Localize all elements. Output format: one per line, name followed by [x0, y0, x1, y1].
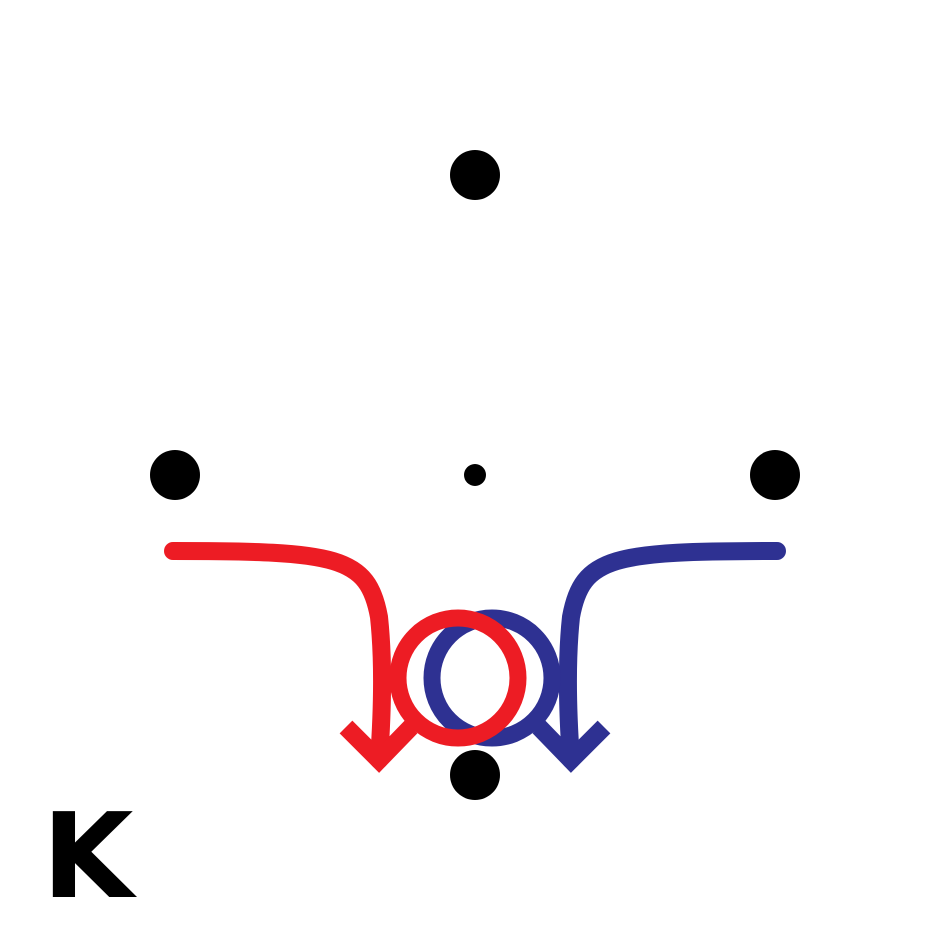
- red-arrow-loop: [389, 609, 527, 747]
- right-dot: [750, 450, 800, 500]
- panel-label: K: [42, 787, 138, 925]
- blue-arrow-head: [532, 720, 611, 773]
- left-dot: [150, 450, 200, 500]
- center-dot: [464, 464, 486, 486]
- blue-arrow-shaft: [558, 542, 786, 769]
- bottom-dot: [450, 750, 500, 800]
- dot-group: [150, 150, 800, 800]
- red-arrow: [164, 542, 527, 773]
- top-dot: [450, 150, 500, 200]
- red-arrow-shaft: [164, 542, 392, 769]
- blue-arrow: [423, 542, 786, 773]
- red-arrow-head: [339, 720, 418, 773]
- blue-arrow-loop: [423, 609, 561, 747]
